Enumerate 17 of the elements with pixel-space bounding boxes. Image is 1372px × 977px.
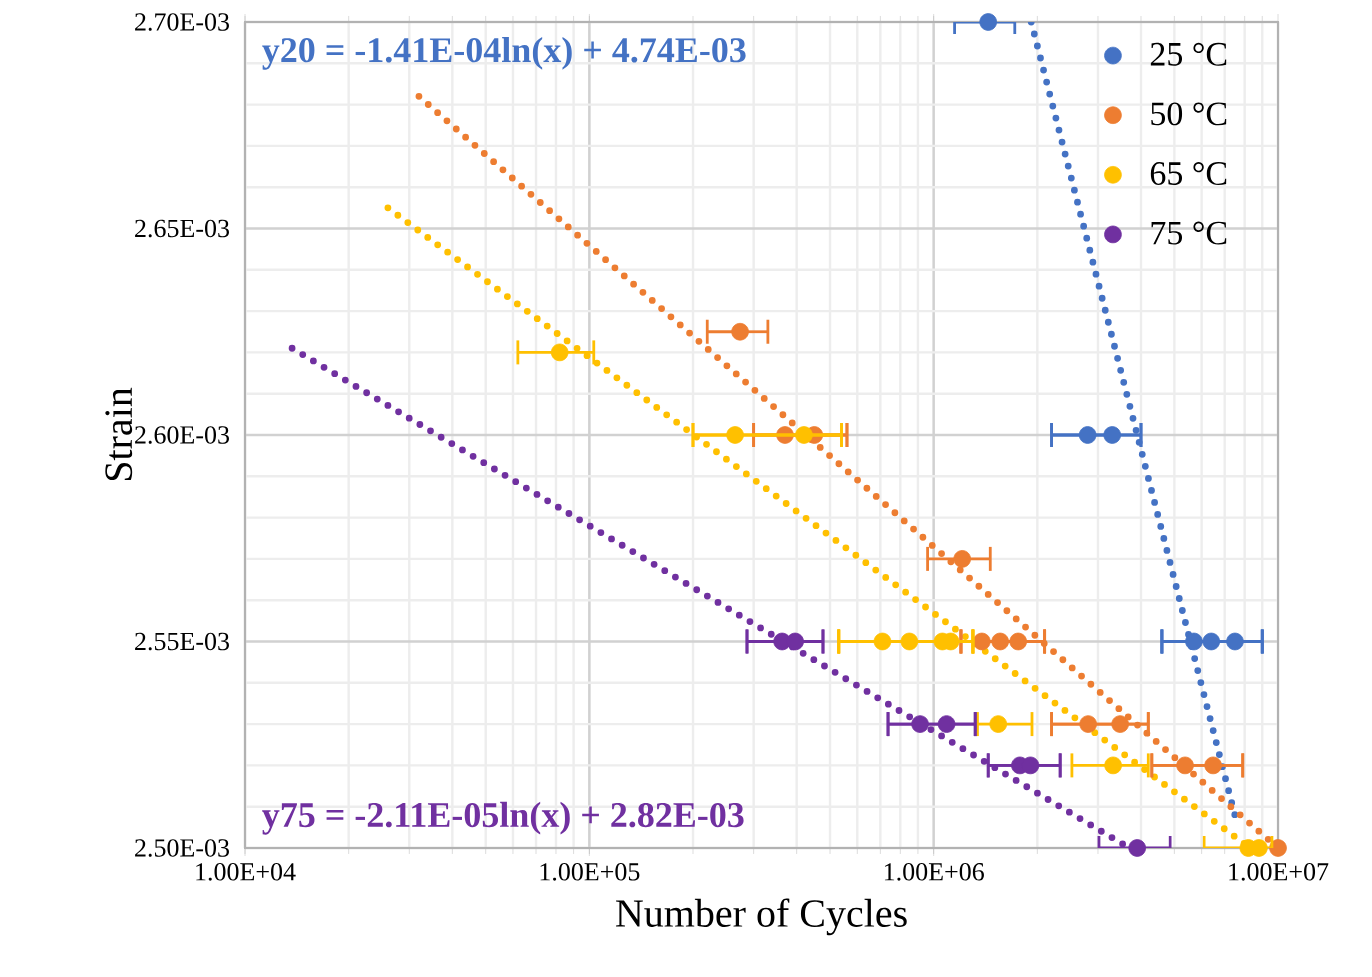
legend-label: 50 °C — [1151, 102, 1227, 126]
y-tick-label: 2.70E-03 — [135, 13, 229, 31]
legend-label: 65 °C — [1150, 161, 1227, 185]
x-axis-title: Number of Cycles — [616, 898, 907, 936]
y-tick-label: 2.50E-03 — [135, 839, 229, 857]
legend-label: 25 °C — [1150, 42, 1227, 66]
x-tick-label: 1.00E+06 — [884, 863, 984, 881]
x-tick-label: 1.00E+07 — [1229, 863, 1329, 881]
annotation: y20 = -1.41E-04ln(x) + 4.74E-03 — [262, 36, 746, 70]
legend-label: 75 °C — [1151, 221, 1227, 245]
annotation: y75 = -2.11E-05ln(x) + 2.82E-03 — [262, 801, 744, 835]
y-axis-title: Strain — [105, 387, 133, 481]
x-tick-label: 1.00E+05 — [540, 863, 640, 881]
y-tick-label: 2.60E-03 — [135, 426, 229, 444]
y-tick-label: 2.55E-03 — [135, 632, 229, 651]
x-tick-label: 1.00E+04 — [196, 863, 296, 881]
y-tick-label: 2.65E-03 — [135, 219, 229, 238]
